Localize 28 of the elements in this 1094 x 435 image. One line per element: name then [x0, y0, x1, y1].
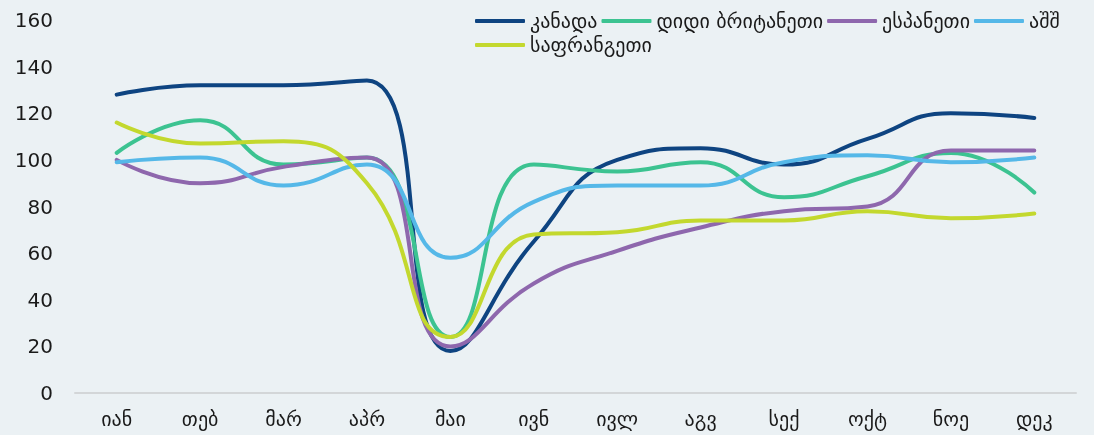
x-tick-label: დეკ: [1015, 407, 1053, 431]
legend-label: ესპანეთი: [882, 9, 970, 33]
y-tick-label: 140: [14, 54, 53, 79]
legend-label: აშშ: [1028, 9, 1060, 33]
y-tick-label: 120: [14, 101, 53, 126]
y-tick-label: 60: [27, 241, 53, 266]
legend-label: საფრანგეთი: [530, 33, 652, 57]
x-tick-label: ნოე: [932, 407, 970, 431]
x-tick-label: აპრ: [348, 407, 386, 431]
legend-label: დიდი ბრიტანეთი: [656, 9, 824, 33]
x-tick-label: თებ: [181, 407, 219, 431]
x-tick-label: აგვ: [684, 407, 717, 431]
y-tick-label: 40: [27, 287, 53, 312]
x-tick-label: სექ: [768, 407, 800, 431]
legend-label: კანადა: [530, 9, 598, 33]
x-tick-label: იან: [101, 407, 133, 431]
x-tick-label: ოქტ: [847, 407, 887, 431]
x-tick-label: მარ: [265, 407, 302, 431]
line-series: [114, 153, 1037, 260]
y-tick-label: 0: [40, 381, 53, 405]
x-tick-label: მაი: [434, 407, 466, 431]
y-tick-label: 100: [14, 147, 53, 172]
x-tick-label: ივნ: [518, 407, 550, 431]
y-tick-label: 160: [14, 8, 53, 32]
y-tick-label: 80: [27, 194, 53, 219]
y-tick-label: 20: [27, 334, 53, 359]
x-tick-label: ივლ: [596, 407, 639, 431]
line-series: [114, 148, 1037, 349]
